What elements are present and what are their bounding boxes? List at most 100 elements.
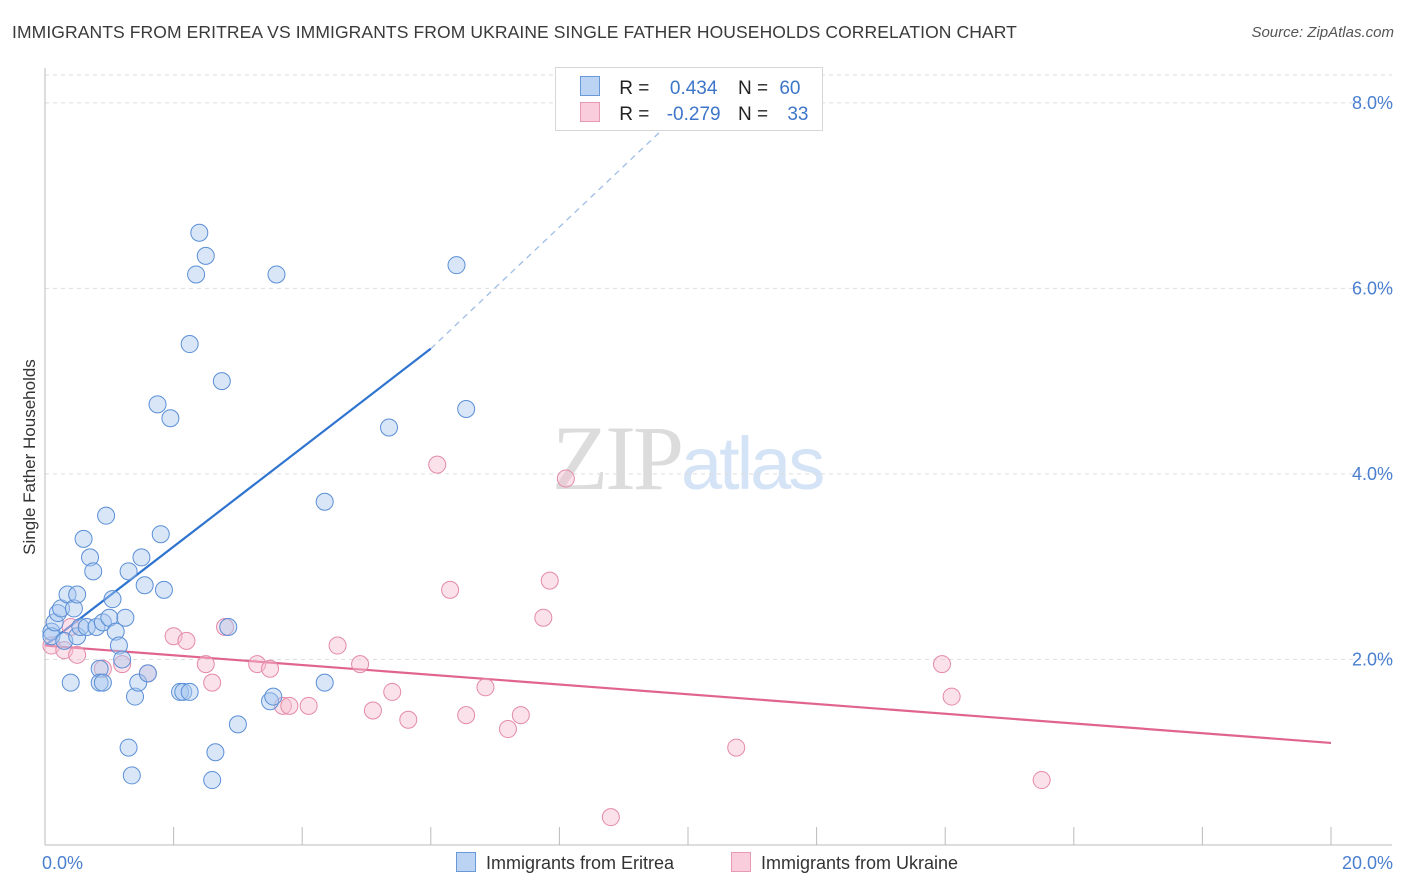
eritrea-point xyxy=(267,265,286,284)
eritrea-point xyxy=(264,687,283,706)
ukraine-point xyxy=(203,673,222,692)
eritrea-point xyxy=(174,682,193,701)
y-tick-label: 4.0% xyxy=(1352,464,1393,484)
ukraine-point xyxy=(1032,771,1051,790)
y-tick-label: 8.0% xyxy=(1352,93,1393,113)
eritrea-point xyxy=(84,562,103,581)
n-value-ukraine: 33 xyxy=(787,104,809,125)
bottom-legend-eritrea: Immigrants from Eritrea xyxy=(456,852,674,874)
eritrea-swatch xyxy=(580,76,600,96)
source-credit: Source: ZipAtlas.com xyxy=(1251,24,1394,41)
eritrea-point xyxy=(61,673,80,692)
chart-title: IMMIGRANTS FROM ERITREA VS IMMIGRANTS FR… xyxy=(12,22,1017,42)
eritrea-point xyxy=(126,687,145,706)
r-label: R = xyxy=(619,104,650,125)
legend-row-ukraine: R = -0.279 N = 33 xyxy=(580,102,808,126)
ukraine-point xyxy=(727,738,746,757)
n-value-eritrea: 60 xyxy=(779,78,801,99)
ukraine-point xyxy=(196,655,215,674)
stats-legend: R = 0.434 N = 60 R = -0.279 N = 33 xyxy=(555,67,823,131)
ukraine-point xyxy=(177,631,196,650)
ukraine-point xyxy=(351,655,370,674)
ukraine-point xyxy=(280,696,299,715)
n-label: N = xyxy=(737,104,769,125)
ukraine-swatch xyxy=(580,102,600,122)
eritrea-point xyxy=(103,590,122,609)
axis-labels: 2.0% 4.0% 6.0% 8.0% 0.0% 20.0% Single Father H… xyxy=(20,93,1393,873)
y-axis-title: Single Father Households xyxy=(20,359,39,555)
ukraine-point xyxy=(399,710,418,729)
x-tick-label-max: 20.0% xyxy=(1342,853,1393,873)
eritrea-point xyxy=(148,395,167,414)
eritrea-trend-line xyxy=(44,347,432,647)
eritrea-point xyxy=(129,673,148,692)
ukraine-point xyxy=(534,608,553,627)
r-label: R = xyxy=(619,78,650,99)
eritrea-point xyxy=(161,409,180,428)
eritrea-point xyxy=(81,548,100,567)
eritrea-point xyxy=(151,525,170,544)
eritrea-point xyxy=(206,743,225,762)
eritrea-point xyxy=(90,659,109,678)
eritrea-point xyxy=(106,622,125,641)
eritrea-point xyxy=(190,223,209,242)
eritrea-point xyxy=(187,265,206,284)
data-points xyxy=(42,223,1051,827)
eritrea-point xyxy=(109,636,128,655)
eritrea-point xyxy=(135,576,154,595)
eritrea-point xyxy=(180,682,199,701)
eritrea-point xyxy=(380,418,399,437)
ukraine-point xyxy=(383,682,402,701)
eritrea-point xyxy=(68,585,87,604)
ukraine-point xyxy=(113,655,132,674)
ukraine-point xyxy=(601,808,620,827)
eritrea-point xyxy=(315,492,334,511)
eritrea-point xyxy=(457,399,476,418)
ukraine-point xyxy=(68,645,87,664)
ukraine-point xyxy=(540,571,559,590)
ukraine-point xyxy=(498,720,517,739)
eritrea-point xyxy=(87,617,106,636)
n-label: N = xyxy=(737,78,769,99)
ukraine-point xyxy=(942,687,961,706)
eritrea-point xyxy=(219,617,238,636)
eritrea-point xyxy=(116,608,135,627)
eritrea-point xyxy=(132,548,151,567)
y-tick-label: 2.0% xyxy=(1352,649,1393,669)
y-tick-label: 6.0% xyxy=(1352,278,1393,298)
ukraine-point xyxy=(428,455,447,474)
ukraine-point xyxy=(476,678,495,697)
eritrea-point xyxy=(203,771,222,790)
gridlines xyxy=(45,74,1392,660)
ukraine-point xyxy=(299,696,318,715)
eritrea-point xyxy=(74,529,93,548)
ukraine-point xyxy=(457,706,476,725)
eritrea-point xyxy=(97,506,116,525)
ukraine-point xyxy=(556,469,575,488)
ukraine-swatch xyxy=(731,852,751,872)
ukraine-label: Immigrants from Ukraine xyxy=(761,853,959,873)
eritrea-point xyxy=(196,246,215,265)
eritrea-point xyxy=(315,673,334,692)
ukraine-point xyxy=(932,655,951,674)
x-tick-label-min: 0.0% xyxy=(42,853,83,873)
bottom-legend-ukraine: Immigrants from Ukraine xyxy=(731,852,958,874)
eritrea-point xyxy=(122,766,141,785)
ukraine-point xyxy=(261,659,280,678)
eritrea-swatch xyxy=(456,852,476,872)
watermark: ZIPatlas xyxy=(552,405,825,511)
eritrea-point xyxy=(212,372,231,391)
r-value-ukraine: -0.279 xyxy=(666,104,721,125)
eritrea-label: Immigrants from Eritrea xyxy=(486,853,675,873)
eritrea-point xyxy=(64,599,83,618)
eritrea-point xyxy=(119,738,138,757)
eritrea-point xyxy=(154,580,173,599)
watermark-atlas: atlas xyxy=(681,422,825,505)
eritrea-point xyxy=(138,664,157,683)
eritrea-point xyxy=(119,562,138,581)
legend-row-eritrea: R = 0.434 N = 60 xyxy=(580,76,800,100)
watermark-zip: ZIP xyxy=(552,407,684,509)
eritrea-point xyxy=(180,335,199,354)
ukraine-point xyxy=(363,701,382,720)
